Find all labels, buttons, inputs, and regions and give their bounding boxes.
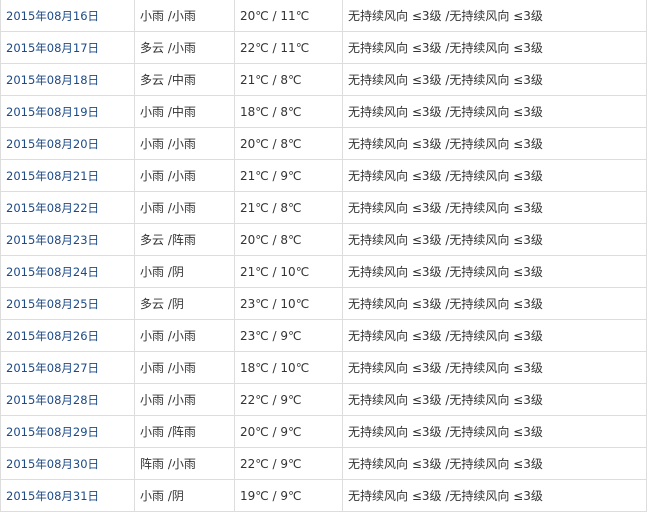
date-cell: 2015年08月29日	[0, 415, 135, 448]
date-link[interactable]: 2015年08月17日	[6, 40, 100, 55]
table-row: 2015年08月18日 多云 /中雨 21℃ / 8℃ 无持续风向 ≤3级 /无持续风…	[0, 63, 647, 96]
date-cell: 2015年08月25日	[0, 287, 135, 320]
weather-cell: 小雨 /小雨	[134, 0, 235, 32]
wind-cell: 无持续风向 ≤3级 /无持续风向 ≤3级	[342, 95, 647, 128]
table-row: 2015年08月25日 多云 /阴 23℃ / 10℃ 无持续风向 ≤3级 /无持续风…	[0, 287, 647, 320]
wind-cell: 无持续风向 ≤3级 /无持续风向 ≤3级	[342, 351, 647, 384]
wind-cell: 无持续风向 ≤3级 /无持续风向 ≤3级	[342, 223, 647, 256]
date-cell: 2015年08月23日	[0, 223, 135, 256]
date-link[interactable]: 2015年08月26日	[6, 328, 100, 343]
weather-cell: 小雨 /小雨	[134, 127, 235, 160]
date-link[interactable]: 2015年08月31日	[6, 488, 100, 503]
table-row: 2015年08月19日 小雨 /中雨 18℃ / 8℃ 无持续风向 ≤3级 /无持续风…	[0, 95, 647, 128]
weather-cell: 小雨 /阴	[134, 255, 235, 288]
weather-cell: 多云 /中雨	[134, 63, 235, 96]
date-cell: 2015年08月24日	[0, 255, 135, 288]
table-row: 2015年08月30日 阵雨 /小雨 22℃ / 9℃ 无持续风向 ≤3级 /无持续风…	[0, 447, 647, 480]
weather-cell: 小雨 /阵雨	[134, 415, 235, 448]
wind-cell: 无持续风向 ≤3级 /无持续风向 ≤3级	[342, 159, 647, 192]
date-link[interactable]: 2015年08月24日	[6, 264, 100, 279]
wind-cell: 无持续风向 ≤3级 /无持续风向 ≤3级	[342, 255, 647, 288]
temperature-cell: 22℃ / 9℃	[234, 447, 343, 480]
weather-cell: 小雨 /小雨	[134, 191, 235, 224]
date-cell: 2015年08月30日	[0, 447, 135, 480]
wind-cell: 无持续风向 ≤3级 /无持续风向 ≤3级	[342, 287, 647, 320]
table-row: 2015年08月24日 小雨 /阴 21℃ / 10℃ 无持续风向 ≤3级 /无持续风…	[0, 255, 647, 288]
date-link[interactable]: 2015年08月22日	[6, 200, 100, 215]
table-row: 2015年08月23日 多云 /阵雨 20℃ / 8℃ 无持续风向 ≤3级 /无持续风…	[0, 223, 647, 256]
temperature-cell: 18℃ / 10℃	[234, 351, 343, 384]
date-cell: 2015年08月31日	[0, 479, 135, 512]
date-cell: 2015年08月26日	[0, 319, 135, 352]
temperature-cell: 21℃ / 10℃	[234, 255, 343, 288]
temperature-cell: 21℃ / 8℃	[234, 191, 343, 224]
date-link[interactable]: 2015年08月27日	[6, 360, 100, 375]
date-link[interactable]: 2015年08月28日	[6, 392, 100, 407]
date-cell: 2015年08月22日	[0, 191, 135, 224]
date-link[interactable]: 2015年08月20日	[6, 136, 100, 151]
temperature-cell: 23℃ / 10℃	[234, 287, 343, 320]
weather-cell: 小雨 /小雨	[134, 159, 235, 192]
table-row: 2015年08月16日 小雨 /小雨 20℃ / 11℃ 无持续风向 ≤3级 /无持续…	[0, 0, 647, 32]
wind-cell: 无持续风向 ≤3级 /无持续风向 ≤3级	[342, 191, 647, 224]
table-row: 2015年08月17日 多云 /小雨 22℃ / 11℃ 无持续风向 ≤3级 /无持续…	[0, 31, 647, 64]
temperature-cell: 20℃ / 8℃	[234, 223, 343, 256]
weather-cell: 小雨 /小雨	[134, 319, 235, 352]
date-link[interactable]: 2015年08月30日	[6, 456, 100, 471]
temperature-cell: 21℃ / 9℃	[234, 159, 343, 192]
weather-cell: 小雨 /小雨	[134, 351, 235, 384]
weather-cell: 多云 /阴	[134, 287, 235, 320]
table-row: 2015年08月26日 小雨 /小雨 23℃ / 9℃ 无持续风向 ≤3级 /无持续风…	[0, 319, 647, 352]
date-link[interactable]: 2015年08月25日	[6, 296, 100, 311]
table-row: 2015年08月27日 小雨 /小雨 18℃ / 10℃ 无持续风向 ≤3级 /无持续…	[0, 351, 647, 384]
weather-cell: 阵雨 /小雨	[134, 447, 235, 480]
date-cell: 2015年08月27日	[0, 351, 135, 384]
wind-cell: 无持续风向 ≤3级 /无持续风向 ≤3级	[342, 319, 647, 352]
temperature-cell: 21℃ / 8℃	[234, 63, 343, 96]
temperature-cell: 20℃ / 9℃	[234, 415, 343, 448]
date-link[interactable]: 2015年08月18日	[6, 72, 100, 87]
table-row: 2015年08月21日 小雨 /小雨 21℃ / 9℃ 无持续风向 ≤3级 /无持续风…	[0, 159, 647, 192]
temperature-cell: 23℃ / 9℃	[234, 319, 343, 352]
weather-cell: 小雨 /阴	[134, 479, 235, 512]
weather-cell: 多云 /小雨	[134, 31, 235, 64]
weather-cell: 小雨 /中雨	[134, 95, 235, 128]
date-cell: 2015年08月21日	[0, 159, 135, 192]
temperature-cell: 20℃ / 8℃	[234, 127, 343, 160]
wind-cell: 无持续风向 ≤3级 /无持续风向 ≤3级	[342, 415, 647, 448]
date-link[interactable]: 2015年08月21日	[6, 168, 100, 183]
temperature-cell: 22℃ / 11℃	[234, 31, 343, 64]
wind-cell: 无持续风向 ≤3级 /无持续风向 ≤3级	[342, 0, 647, 32]
temperature-cell: 20℃ / 11℃	[234, 0, 343, 32]
weather-cell: 多云 /阵雨	[134, 223, 235, 256]
date-cell: 2015年08月19日	[0, 95, 135, 128]
wind-cell: 无持续风向 ≤3级 /无持续风向 ≤3级	[342, 479, 647, 512]
wind-cell: 无持续风向 ≤3级 /无持续风向 ≤3级	[342, 31, 647, 64]
weather-cell: 小雨 /小雨	[134, 383, 235, 416]
table-row: 2015年08月31日 小雨 /阴 19℃ / 9℃ 无持续风向 ≤3级 /无持续风向…	[0, 479, 647, 512]
wind-cell: 无持续风向 ≤3级 /无持续风向 ≤3级	[342, 383, 647, 416]
wind-cell: 无持续风向 ≤3级 /无持续风向 ≤3级	[342, 63, 647, 96]
table-row: 2015年08月22日 小雨 /小雨 21℃ / 8℃ 无持续风向 ≤3级 /无持续风…	[0, 191, 647, 224]
table-row: 2015年08月20日 小雨 /小雨 20℃ / 8℃ 无持续风向 ≤3级 /无持续风…	[0, 127, 647, 160]
date-link[interactable]: 2015年08月23日	[6, 232, 100, 247]
temperature-cell: 18℃ / 8℃	[234, 95, 343, 128]
date-link[interactable]: 2015年08月19日	[6, 104, 100, 119]
temperature-cell: 22℃ / 9℃	[234, 383, 343, 416]
date-cell: 2015年08月18日	[0, 63, 135, 96]
table-row: 2015年08月28日 小雨 /小雨 22℃ / 9℃ 无持续风向 ≤3级 /无持续风…	[0, 383, 647, 416]
wind-cell: 无持续风向 ≤3级 /无持续风向 ≤3级	[342, 447, 647, 480]
date-cell: 2015年08月16日	[0, 0, 135, 32]
wind-cell: 无持续风向 ≤3级 /无持续风向 ≤3级	[342, 127, 647, 160]
table-row: 2015年08月29日 小雨 /阵雨 20℃ / 9℃ 无持续风向 ≤3级 /无持续风…	[0, 415, 647, 448]
date-link[interactable]: 2015年08月16日	[6, 8, 100, 23]
date-cell: 2015年08月28日	[0, 383, 135, 416]
date-link[interactable]: 2015年08月29日	[6, 424, 100, 439]
temperature-cell: 19℃ / 9℃	[234, 479, 343, 512]
date-cell: 2015年08月17日	[0, 31, 135, 64]
date-cell: 2015年08月20日	[0, 127, 135, 160]
